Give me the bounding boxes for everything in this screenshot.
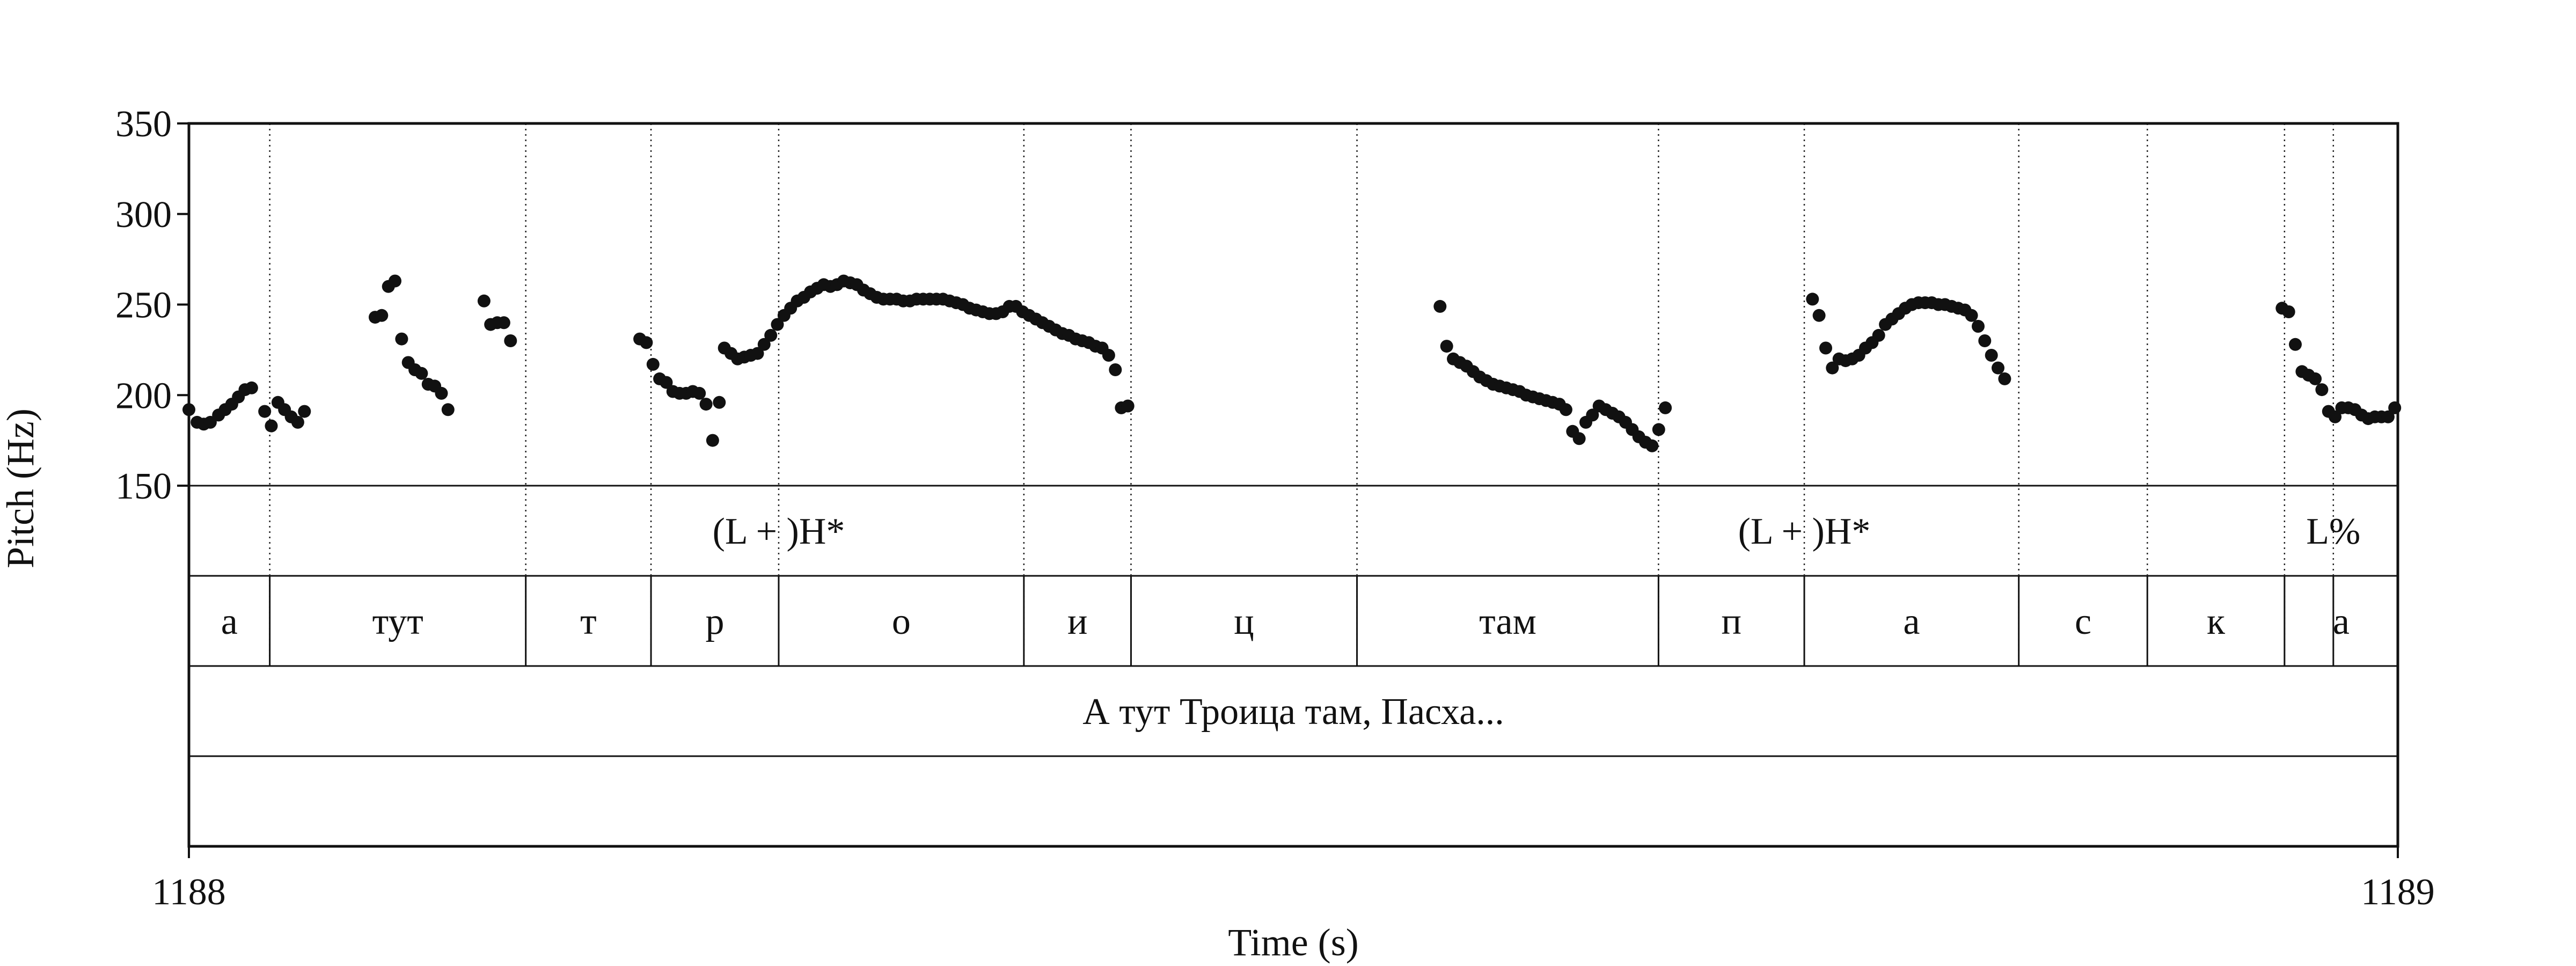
segment-label: а — [221, 601, 238, 642]
pitch-point — [497, 316, 510, 330]
pitch-point — [298, 405, 311, 418]
pitch-point — [2329, 410, 2342, 423]
segment-label: к — [2207, 601, 2226, 642]
pitch-point — [757, 338, 771, 351]
segment-label: т — [580, 601, 597, 642]
segment-label: р — [706, 601, 724, 642]
pitch-point — [1812, 309, 1826, 322]
y-tick-label: 300 — [115, 194, 172, 236]
pitch-point — [1992, 361, 2004, 375]
pitch-point — [1978, 334, 1992, 347]
phrase-label: А тут Троица там, Пасха... — [1082, 691, 1504, 733]
pitch-point — [1819, 341, 1832, 355]
pitch-point — [706, 434, 719, 447]
axis-ticks: 150 200 250 300 350 1188 1189 — [115, 104, 2435, 913]
pitch-point — [395, 332, 408, 346]
pitch-point — [1659, 401, 1672, 414]
pitch-point — [713, 396, 726, 409]
segment-label: там — [1479, 601, 1536, 642]
y-tick-label: 200 — [115, 375, 172, 416]
pitch-point — [771, 318, 784, 331]
segment-label: тут — [372, 601, 423, 642]
pitch-points — [182, 274, 2402, 452]
pitch-point — [1826, 361, 1839, 375]
y-tick-label: 150 — [115, 466, 172, 507]
x-tick-label: 1188 — [152, 872, 225, 913]
pitch-point — [2388, 401, 2402, 414]
pitch-point — [441, 403, 455, 416]
pitch-point — [477, 294, 491, 308]
pitch-point — [1102, 349, 1115, 362]
pitch-point — [2315, 383, 2329, 397]
pitch-point — [265, 419, 278, 433]
pitch-point — [1586, 408, 1599, 422]
segment-label: а — [1903, 601, 1920, 642]
tier-grid — [189, 485, 2398, 847]
pitch-point — [764, 328, 778, 342]
segment-label: п — [1721, 601, 1741, 642]
x-tick-label: 1189 — [2361, 872, 2434, 913]
pitch-point — [1109, 363, 1122, 376]
pitch-point — [245, 381, 258, 394]
pitch-point — [1972, 320, 1985, 333]
pitch-point — [660, 376, 673, 389]
pitch-point — [646, 357, 660, 371]
segment-label: а — [2333, 601, 2350, 642]
tone-label: (L + )H* — [1738, 511, 1871, 552]
pitch-point — [1572, 432, 1586, 445]
pitch-point — [1806, 292, 1819, 306]
interval-boundaries — [269, 123, 2334, 666]
pitch-point — [1652, 423, 1665, 436]
pitch-point — [2289, 338, 2302, 351]
segment-label: с — [2075, 601, 2091, 642]
pitch-point — [291, 415, 304, 429]
pitch-point — [1965, 309, 1978, 322]
pitch-point — [751, 347, 764, 360]
pitch-point — [1433, 299, 1447, 313]
tier-labels: (L + )H* (L + )H* L% а тут т р о и ц там п а с к а А тут… — [221, 511, 2361, 733]
pitch-point — [640, 336, 653, 349]
pitch-point — [693, 386, 706, 400]
pitch-point — [1645, 439, 1659, 452]
tone-label: L% — [2306, 511, 2360, 552]
pitch-point — [1872, 328, 1885, 342]
pitch-point — [1985, 349, 1998, 362]
y-tick-label: 250 — [115, 285, 172, 326]
pitch-point — [415, 367, 428, 380]
pitch-point — [375, 309, 389, 322]
pitch-point — [699, 398, 713, 411]
pitch-point — [1559, 403, 1572, 416]
pitch-point — [435, 386, 448, 400]
plot-frame — [187, 122, 2399, 858]
pitch-point — [504, 334, 517, 347]
pitch-point — [2381, 410, 2395, 423]
pitch-point — [2282, 305, 2295, 318]
tone-label: (L + )H* — [713, 511, 845, 552]
pitch-point — [258, 405, 272, 418]
pitch-point — [1440, 340, 1453, 353]
y-axis-label: Pitch (Hz) — [0, 408, 42, 568]
pitch-point — [1998, 372, 2011, 385]
pitch-point — [2309, 372, 2322, 385]
pitch-point — [389, 274, 401, 288]
segment-label: о — [892, 601, 911, 642]
x-axis-label: Time (s) — [1228, 921, 1358, 964]
pitch-point — [1121, 399, 1135, 413]
segment-label: ц — [1234, 601, 1254, 642]
segment-label: и — [1067, 601, 1087, 642]
y-tick-label: 350 — [115, 104, 172, 145]
